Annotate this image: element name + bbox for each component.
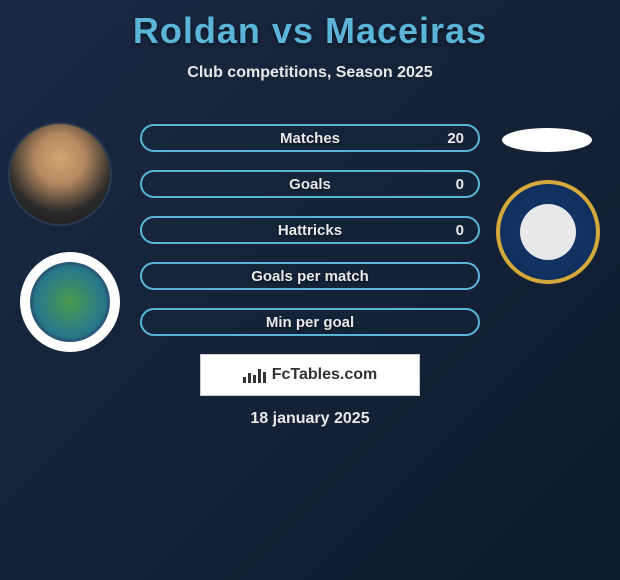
date-text: 18 january 2025: [0, 410, 620, 428]
stat-row-min-per-goal: Min per goal: [140, 308, 480, 336]
branding-text: FcTables.com: [272, 366, 378, 384]
stat-label: Goals: [289, 176, 331, 193]
stat-row-matches: Matches 20: [140, 124, 480, 152]
player-left-avatar: [8, 122, 112, 226]
club-left-badge: [20, 252, 120, 352]
stat-value-right: 20: [447, 130, 464, 147]
stat-value-right: 0: [456, 176, 464, 193]
page-title: Roldan vs Maceiras: [0, 10, 620, 52]
stat-row-goals: Goals 0: [140, 170, 480, 198]
stat-label: Goals per match: [251, 268, 369, 285]
header: Roldan vs Maceiras Club competitions, Se…: [0, 0, 620, 82]
stats-container: Matches 20 Goals 0 Hattricks 0 Goals per…: [140, 124, 480, 354]
club-right-badge-inner: [520, 204, 576, 260]
stat-row-hattricks: Hattricks 0: [140, 216, 480, 244]
club-right-badge: [496, 180, 600, 284]
stat-row-goals-per-match: Goals per match: [140, 262, 480, 290]
branding-box: FcTables.com: [200, 354, 420, 396]
stat-label: Min per goal: [266, 314, 354, 331]
stat-label: Hattricks: [278, 222, 342, 239]
club-left-badge-inner: [30, 262, 110, 342]
stat-value-right: 0: [456, 222, 464, 239]
page-subtitle: Club competitions, Season 2025: [0, 64, 620, 82]
player-right-marker: [502, 128, 592, 152]
chart-bars-icon: [243, 367, 266, 383]
stat-label: Matches: [280, 130, 340, 147]
